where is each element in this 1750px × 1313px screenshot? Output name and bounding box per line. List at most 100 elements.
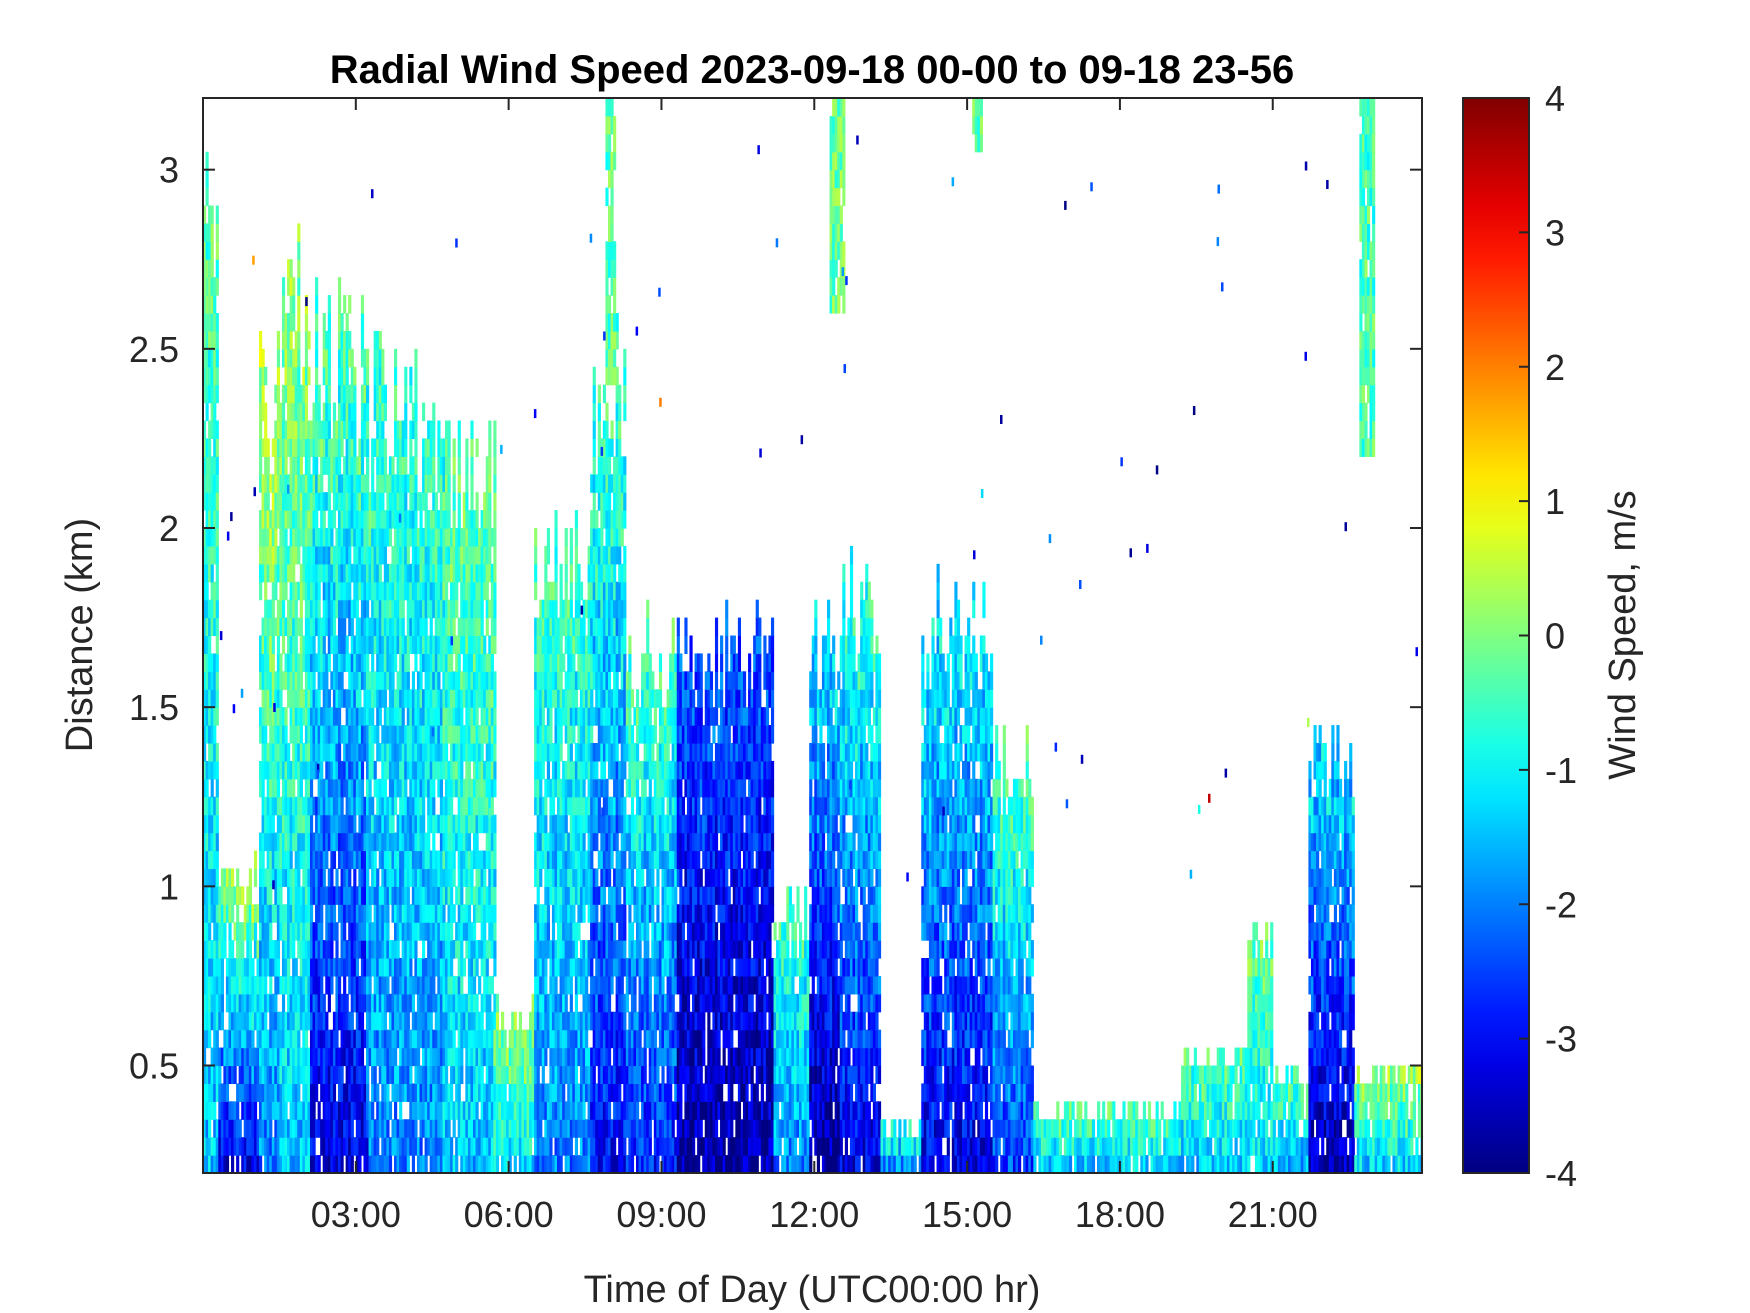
heatmap-cell — [327, 1155, 331, 1173]
heatmap-cell — [215, 1119, 219, 1138]
heatmap-cell — [327, 635, 331, 655]
heatmap-cell — [208, 277, 212, 296]
heatmap-cell — [485, 993, 489, 1013]
heatmap-cell — [281, 330, 286, 350]
heatmap-cell — [297, 366, 301, 386]
heatmap-cell — [215, 1137, 219, 1156]
heatmap-cell — [309, 850, 314, 870]
heatmap-cell — [292, 796, 296, 816]
heatmap-cell — [269, 958, 273, 977]
heatmap-cell — [297, 1065, 301, 1085]
heatmap-cell — [345, 653, 349, 672]
heatmap-cell — [208, 832, 212, 852]
heatmap-cell — [279, 599, 283, 619]
heatmap-cell — [317, 940, 321, 959]
heatmap-cell — [429, 474, 433, 493]
heatmap-cell — [404, 1047, 408, 1067]
heatmap-cell — [424, 886, 428, 905]
heatmap-cell — [396, 1029, 400, 1049]
heatmap-cell — [335, 1029, 339, 1049]
heatmap-cell — [386, 1119, 390, 1138]
heatmap-cell — [411, 420, 415, 440]
heatmap-cell — [378, 402, 382, 422]
heatmap-cell — [271, 814, 275, 834]
heatmap-cell — [404, 993, 408, 1013]
heatmap-cell — [327, 689, 331, 708]
heatmap-cell — [220, 1119, 224, 1138]
heatmap-cell — [294, 689, 298, 708]
heatmap-cell — [455, 886, 459, 905]
heatmap-cell — [276, 348, 281, 368]
heatmap-cell — [307, 922, 311, 941]
heatmap-cell — [411, 904, 415, 923]
heatmap-cell — [279, 904, 283, 923]
heatmap-cell — [292, 814, 296, 834]
heatmap-cell — [388, 796, 393, 816]
heatmap-cell — [409, 456, 413, 475]
heatmap-cell — [432, 563, 436, 583]
heatmap-cell — [409, 581, 413, 601]
heatmap-cell — [447, 510, 451, 529]
heatmap-cell — [343, 599, 347, 619]
heatmap-cell — [437, 581, 441, 601]
heatmap-cell — [330, 1029, 334, 1049]
heatmap-cell — [315, 922, 319, 941]
heatmap-cell — [236, 1137, 240, 1156]
heatmap-cell — [264, 599, 268, 619]
heatmap-cell — [457, 528, 461, 547]
heatmap-cell — [208, 474, 212, 493]
heatmap-cell — [404, 778, 408, 798]
heatmap-cell — [381, 1137, 385, 1156]
heatmap-cell — [340, 1065, 344, 1085]
heatmap-cell — [442, 492, 446, 511]
heatmap-cell — [261, 975, 265, 995]
heatmap-cell — [353, 384, 357, 404]
heatmap-cell — [467, 563, 472, 583]
heatmap-cell — [396, 617, 400, 637]
heatmap-cell — [302, 940, 306, 959]
heatmap-cell — [337, 474, 342, 493]
heatmap-cell — [294, 922, 298, 941]
heatmap-cell — [315, 1083, 319, 1102]
heatmap-cell — [345, 958, 349, 977]
heatmap-cell — [376, 689, 380, 708]
heatmap-cell — [294, 1047, 298, 1067]
heatmap-cell — [406, 707, 410, 726]
heatmap-cell — [317, 545, 321, 565]
heatmap-cell — [455, 581, 459, 601]
heatmap-cell — [287, 886, 291, 905]
heatmap-cell — [317, 492, 321, 511]
heatmap-cell — [337, 1155, 342, 1173]
heatmap-cell — [284, 1029, 288, 1049]
heatmap-cell — [238, 975, 242, 995]
heatmap-cell — [478, 1047, 482, 1067]
heatmap-cell — [213, 958, 217, 977]
heatmap-cell — [251, 958, 255, 977]
heatmap-cell — [343, 904, 347, 923]
heatmap-cell — [429, 975, 433, 995]
heatmap-cell — [366, 796, 370, 816]
heatmap-cell — [455, 545, 459, 565]
heatmap-cell — [271, 599, 275, 619]
heatmap-cell — [302, 384, 306, 404]
heatmap-cell — [485, 689, 489, 708]
heatmap-cell — [419, 814, 423, 834]
heatmap-cell — [462, 599, 466, 619]
heatmap-cell — [447, 438, 451, 457]
heatmap-cell — [480, 689, 484, 708]
heatmap-cell — [394, 563, 398, 583]
heatmap-cell — [401, 868, 405, 887]
heatmap-cell — [373, 940, 377, 959]
heatmap-cell — [452, 689, 456, 708]
heatmap-cell — [394, 1065, 398, 1085]
heatmap-cell — [411, 474, 415, 493]
heatmap-cell — [343, 510, 347, 529]
heatmap-cell — [371, 563, 375, 583]
heatmap-cell — [330, 1065, 334, 1085]
heatmap-cell — [284, 940, 288, 959]
heatmap-cell — [246, 904, 250, 923]
heatmap-cell — [399, 599, 403, 619]
heatmap-cell — [276, 940, 281, 959]
heatmap-cell — [223, 904, 227, 923]
heatmap-cell — [294, 832, 298, 852]
